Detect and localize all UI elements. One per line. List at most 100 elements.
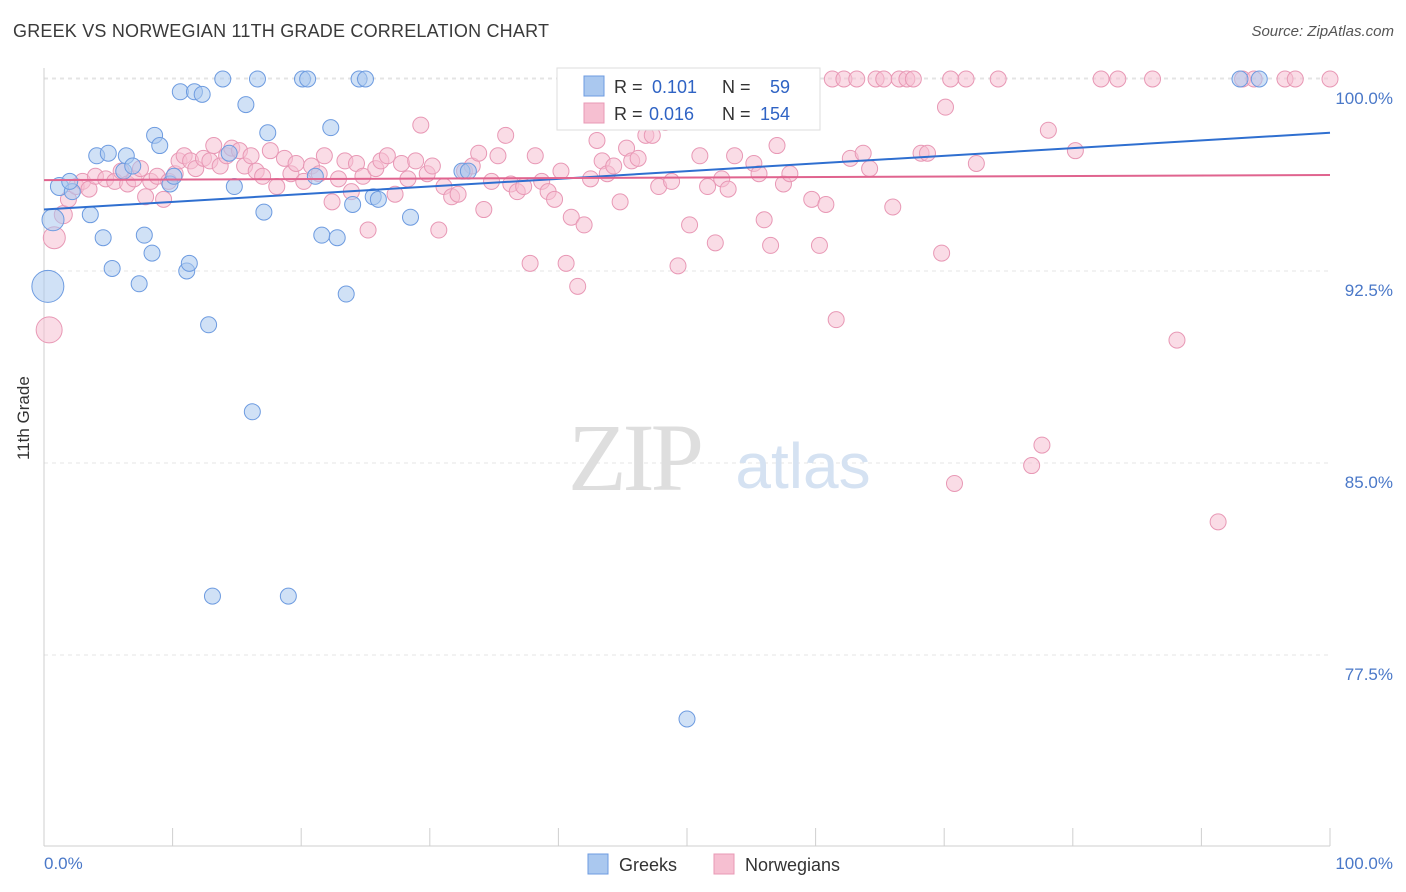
norwegian-point — [706, 234, 724, 252]
greek-point — [299, 70, 317, 88]
y-tick-labels: 77.5% 85.0% 92.5% 100.0% — [1335, 89, 1393, 684]
norwegian-point — [726, 147, 744, 165]
norwegians-trend-line — [43, 174, 1331, 182]
norwegian-point — [287, 154, 305, 172]
norwegian-point — [1066, 142, 1084, 160]
norwegian-point — [691, 147, 709, 165]
norwegian-point — [552, 162, 570, 180]
norwegian-point — [137, 188, 155, 206]
norwegian-point — [629, 149, 647, 167]
norwegian-point — [254, 167, 272, 185]
norwegian-point — [1168, 331, 1186, 349]
y-tick-label: 77.5% — [1345, 665, 1393, 684]
norwegian-point — [315, 147, 333, 165]
norwegian-point — [242, 147, 260, 165]
norwegian-point — [562, 208, 580, 226]
axes — [43, 68, 1331, 847]
norwegian-point — [588, 131, 606, 149]
norwegian-point — [407, 152, 425, 170]
x-tick-labels: 0.0% 100.0% — [44, 854, 1393, 873]
bottom-legend-swatch-greeks — [587, 853, 609, 875]
greek-point — [61, 172, 79, 190]
norwegian-point — [386, 185, 404, 203]
norwegian-point — [719, 180, 737, 198]
norwegian-point — [359, 221, 377, 239]
legend-swatch-greeks — [583, 75, 605, 97]
greek-point — [1231, 70, 1249, 88]
greek-point — [243, 403, 261, 421]
greek-point — [1250, 70, 1268, 88]
norwegian-point — [470, 144, 488, 162]
norwegian-point — [669, 257, 687, 275]
greek-point — [193, 85, 211, 103]
norwegian-point — [854, 144, 872, 162]
greek-point — [369, 190, 387, 208]
greek-point — [203, 587, 221, 605]
norwegian-point — [268, 178, 286, 196]
source-credit: Source: ZipAtlas.com — [1251, 23, 1394, 40]
norwegian-point — [354, 167, 372, 185]
greek-point — [279, 587, 297, 605]
x-tick-label: 0.0% — [44, 854, 83, 873]
greek-point — [214, 70, 232, 88]
norwegian-point — [557, 254, 575, 272]
norwegian-point — [768, 137, 786, 155]
norwegian-point — [155, 190, 173, 208]
bottom-legend-swatch-norwegians — [713, 853, 735, 875]
norwegian-point — [884, 198, 902, 216]
norwegian-point — [1209, 513, 1227, 531]
legend-r-label-norwegians: R = — [614, 104, 643, 124]
greek-point — [103, 259, 121, 277]
greek-point — [459, 162, 477, 180]
norwegian-point — [1023, 457, 1041, 475]
norwegian-point — [1092, 70, 1110, 88]
greek-point — [248, 70, 266, 88]
norwegian-point — [611, 193, 629, 211]
greek-point — [259, 124, 277, 142]
greek-point — [130, 275, 148, 293]
norwegian-point — [942, 70, 960, 88]
norwegian-point — [848, 70, 866, 88]
norwegian-point — [605, 157, 623, 175]
norwegian-point — [412, 116, 430, 134]
norwegian-point — [1286, 70, 1304, 88]
norwegian-point — [1321, 70, 1339, 88]
legend-n-label-norwegians: N = — [722, 104, 751, 124]
greek-point — [135, 226, 153, 244]
norwegian-point — [483, 172, 501, 190]
greek-point — [255, 203, 273, 221]
greek-point — [31, 269, 65, 303]
y-tick-label: 85.0% — [1345, 473, 1393, 492]
norwegian-point — [967, 154, 985, 172]
norwegian-point — [261, 142, 279, 160]
norwegian-point — [803, 190, 821, 208]
norwegian-point — [755, 211, 773, 229]
norwegian-point — [957, 70, 975, 88]
norwegian-point — [449, 185, 467, 203]
norwegian-point — [35, 316, 63, 344]
greek-point — [328, 229, 346, 247]
norwegian-point — [817, 195, 835, 213]
legend: R = 0.101 N = 59 R = 0.016 N = 154 — [556, 67, 821, 131]
legend-r-label-greeks: R = — [614, 77, 643, 97]
x-tick-label: 100.0% — [1335, 854, 1393, 873]
greek-point — [402, 208, 420, 226]
trend-lines — [43, 131, 1331, 211]
norwegian-point — [810, 236, 828, 254]
norwegian-point — [1109, 70, 1127, 88]
norwegian-point — [521, 254, 539, 272]
watermark-zip: ZIP — [568, 404, 701, 511]
greek-point — [200, 316, 218, 334]
greek-point — [337, 285, 355, 303]
greek-point — [99, 144, 117, 162]
norwegian-point — [475, 201, 493, 219]
norwegian-point — [205, 137, 223, 155]
greek-point — [151, 137, 169, 155]
norwegian-point — [546, 190, 564, 208]
greek-point — [313, 226, 331, 244]
greek-point — [344, 195, 362, 213]
norwegian-point — [875, 70, 893, 88]
greek-point — [143, 244, 161, 262]
norwegian-point — [918, 144, 936, 162]
